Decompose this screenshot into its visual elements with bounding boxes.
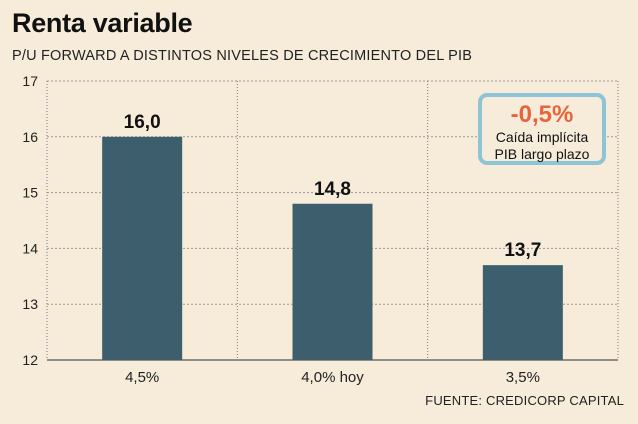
y-tick-label: 13 bbox=[22, 296, 38, 312]
y-tick-label: 14 bbox=[22, 240, 38, 256]
x-tick-label: 3,5% bbox=[506, 369, 540, 386]
bar-value-label: 16,0 bbox=[124, 112, 161, 133]
bar-value-label: 14,8 bbox=[314, 179, 351, 200]
chart-title: Renta variable bbox=[12, 8, 193, 38]
y-tick-label: 17 bbox=[22, 73, 38, 89]
x-tick-label: 4,5% bbox=[125, 369, 159, 386]
x-tick-label: 4,0% hoy bbox=[301, 369, 364, 386]
callout-line1: Caída implícita bbox=[495, 129, 589, 145]
bar-value-label: 13,7 bbox=[504, 240, 541, 261]
callout-line2: PIB largo plazo bbox=[494, 146, 590, 162]
callout-value: -0,5% bbox=[510, 101, 574, 128]
bar bbox=[292, 203, 373, 360]
source-note: FUENTE: CREDICORP CAPITAL bbox=[425, 393, 624, 408]
bar bbox=[102, 136, 183, 360]
chart-subtitle: P/U FORWARD A DISTINTOS NIVELES DE CRECI… bbox=[12, 48, 473, 64]
y-tick-label: 15 bbox=[22, 185, 38, 201]
y-tick-label: 12 bbox=[22, 352, 38, 368]
bar bbox=[482, 265, 563, 360]
y-tick-label: 16 bbox=[22, 129, 38, 145]
callout-box: -0,5% Caída implícita PIB largo plazo bbox=[478, 93, 606, 165]
